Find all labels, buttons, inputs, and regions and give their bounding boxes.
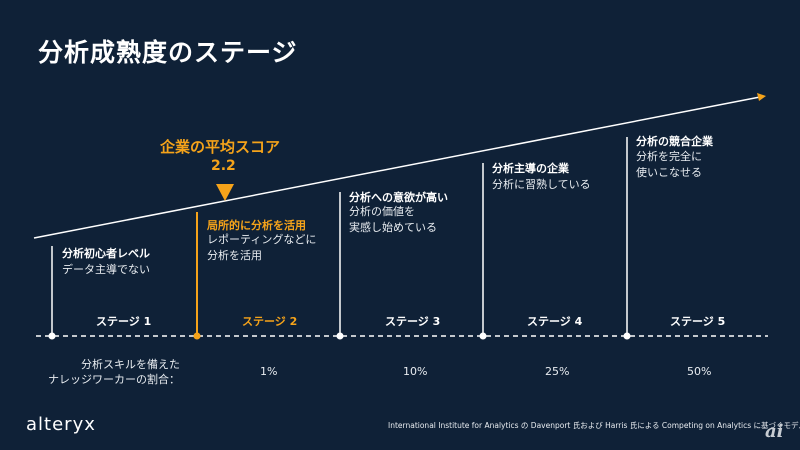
stage-2-label: ステージ 2 [242,315,298,328]
stage-1-heading: 分析初心者レベル [62,247,150,260]
stage-5-description: 分析を完全に 使いこなせる [636,150,702,179]
publisher-badge-icon: ai [765,421,784,442]
stage-4-percentage: 25% [545,365,570,378]
average-score-title: 企業の平均スコア [160,138,281,156]
average-score-value: 2.2 [211,158,236,174]
stage-4-description: 分析に習熟している [492,178,591,191]
stage-2-dot [193,332,201,340]
stage-1-label: ステージ 1 [96,315,152,328]
stage-5-percentage: 50% [687,365,712,378]
stage-2-percentage: 1% [260,365,278,378]
stage-3-percentage: 10% [403,365,428,378]
stage-5-label: ステージ 5 [670,315,726,328]
ratio-label: 分析スキルを備えた ナレッジワーカーの割合： [48,358,180,386]
stage-5-heading: 分析の競合企業 [636,135,713,148]
stage-4-heading: 分析主導の企業 [492,162,569,175]
stage-4-label: ステージ 4 [527,315,583,328]
stage-3-heading: 分析への意欲が高い [349,191,448,204]
stage-2-heading: 局所的に分析を活用 [207,219,306,232]
stage-2-description: レポーティングなどに 分析を活用 [207,233,317,262]
stage-3-dot [336,332,344,340]
source-footnote: International Institute for Analytics の … [388,421,800,430]
trend-line [33,96,761,239]
stage-5-dot [623,332,631,340]
stage-1-description: データ主導でない [62,263,150,276]
stage-3-description: 分析の価値を 実感し始めている [349,205,437,234]
stage-1-dot [48,332,56,340]
trend-arrowhead [757,93,766,101]
stage-4-dot [479,332,487,340]
average-marker-triangle [216,184,234,201]
stage-3-label: ステージ 3 [385,315,441,328]
page-title: 分析成熟度のステージ [38,38,298,67]
alteryx-logo: alteryx [26,414,96,435]
